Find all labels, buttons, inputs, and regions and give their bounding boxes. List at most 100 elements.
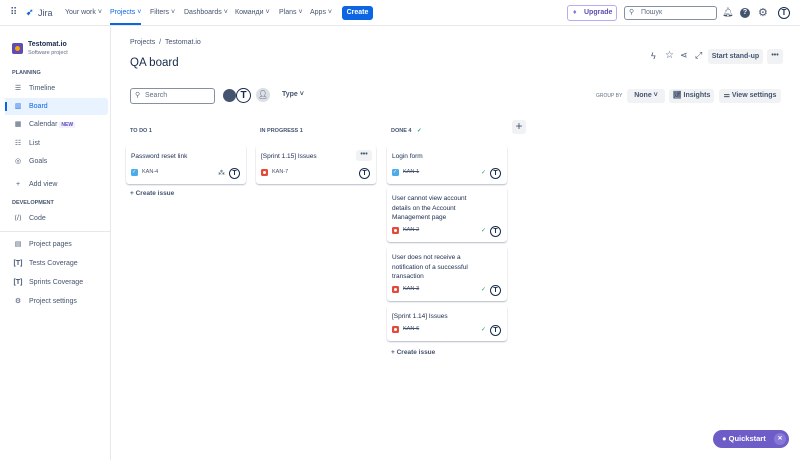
breadcrumb: Projects / Testomat.io xyxy=(130,39,201,46)
sidebar-item-goals[interactable]: ◎ Goals xyxy=(0,153,108,170)
jira-logo-icon[interactable]: ➹ xyxy=(26,7,34,17)
add-column-button[interactable]: + xyxy=(512,120,526,134)
automation-icon[interactable]: ϟ xyxy=(651,51,656,61)
column-header-todo: TO DO 1 xyxy=(130,128,152,134)
page-title: QA board xyxy=(130,57,179,69)
issue-key[interactable]: KAN-6 xyxy=(403,325,420,332)
insights-button[interactable]: 📈︎ Insights xyxy=(669,89,714,103)
column-header-done: DONE 4 ✓ xyxy=(391,128,422,134)
bug-icon xyxy=(261,168,268,176)
upgrade-button[interactable]: ♦ Upgrade xyxy=(567,5,617,21)
card-title: Password reset link xyxy=(131,153,188,160)
nav-projects[interactable]: Projects ˅ xyxy=(110,9,142,25)
sidebar-item-list[interactable]: ☷ List xyxy=(0,135,108,152)
sidebar-item-project-settings[interactable]: ⚙ Project settings xyxy=(0,293,108,310)
card-title: User does not receive a notification of … xyxy=(392,254,468,280)
goals-icon: ◎ xyxy=(14,158,22,165)
notifications-icon[interactable]: 🔔︎ xyxy=(722,7,734,17)
done-check-icon: ✓ xyxy=(480,227,486,234)
nav-apps[interactable]: Apps ˅ xyxy=(310,9,333,16)
star-icon[interactable]: ☆ xyxy=(665,50,674,61)
issue-key[interactable]: KAN-1 xyxy=(403,168,420,175)
done-check-icon: ✓ xyxy=(417,128,422,134)
sidebar-item-sprints-coverage[interactable]: [T] Sprints Coverage xyxy=(0,274,108,291)
list-icon: ☷ xyxy=(14,140,22,147)
sidebar-item-project-pages[interactable]: ▤ Project pages xyxy=(0,236,108,253)
search-icon: ⚲ xyxy=(629,9,635,16)
board-search-input[interactable]: ⚲ Search xyxy=(130,88,215,104)
jira-logo[interactable]: Jira xyxy=(38,8,53,18)
avatar-unassigned[interactable] xyxy=(222,88,237,103)
nav-plans[interactable]: Plans ˅ xyxy=(279,9,303,16)
bug-icon xyxy=(392,325,399,333)
user-avatar[interactable]: T xyxy=(778,7,790,19)
card-title: [Sprint 1.14] Issues xyxy=(392,313,448,320)
group-by-label: GROUP BY xyxy=(596,93,623,99)
share-icon[interactable]: ⋖ xyxy=(680,50,688,60)
sidebar-item-add-view[interactable]: + Add view xyxy=(0,176,108,193)
testomat-icon: [T] xyxy=(13,279,23,286)
start-standup-button[interactable]: Start stand-up xyxy=(708,49,763,64)
issue-key[interactable]: KAN-3 xyxy=(403,285,420,292)
card-kan-4[interactable]: Password reset link KAN-4 ⁂ T xyxy=(126,145,246,184)
assignee-avatar[interactable]: T xyxy=(490,325,501,336)
create-button[interactable]: Create xyxy=(342,6,373,20)
assignee-avatar[interactable]: T xyxy=(490,168,501,179)
gem-icon: ♦ xyxy=(573,9,577,16)
nav-filters[interactable]: Filters ˅ xyxy=(150,9,176,16)
breadcrumb-projects[interactable]: Projects xyxy=(130,39,156,46)
nav-dashboards[interactable]: Dashboards ˅ xyxy=(184,9,228,16)
sidebar-item-board[interactable]: ▥ Board xyxy=(5,98,108,115)
calendar-icon: ▦ xyxy=(14,121,22,128)
subtasks-icon: ⁂ xyxy=(218,169,225,177)
assignee-avatar[interactable]: T xyxy=(229,168,240,179)
create-issue-done[interactable]: + Create issue xyxy=(391,349,436,356)
card-more-button[interactable]: ••• xyxy=(356,150,372,161)
card-kan-7[interactable]: [Sprint 1.15] Issues ••• KAN-7 T xyxy=(256,145,376,184)
card-kan-3[interactable]: User does not receive a notification of … xyxy=(387,246,507,301)
create-issue-todo[interactable]: + Create issue xyxy=(130,190,175,197)
done-check-icon: ✓ xyxy=(480,169,486,176)
sidebar-item-timeline[interactable]: ☰ Timeline xyxy=(0,80,108,97)
card-title: [Sprint 1.15] Issues xyxy=(261,153,317,160)
issue-key[interactable]: KAN-2 xyxy=(403,226,420,233)
nav-teams[interactable]: Команди ˅ xyxy=(235,9,270,16)
assignee-avatar[interactable]: T xyxy=(359,168,370,179)
project-type: Software project xyxy=(28,50,68,56)
nav-your-work[interactable]: Your work ˅ xyxy=(65,9,102,16)
quickstart-button[interactable]: ● Quickstart ✕ xyxy=(713,430,789,448)
help-icon[interactable]: ? xyxy=(740,8,750,18)
more-actions-button[interactable]: ••• xyxy=(767,49,783,64)
search-icon: ⚲ xyxy=(135,92,141,99)
project-name[interactable]: Testomat.io xyxy=(28,41,67,48)
done-check-icon: ✓ xyxy=(480,326,486,333)
bug-icon xyxy=(392,226,399,234)
assignee-avatar[interactable]: T xyxy=(490,285,501,296)
card-title: Login form xyxy=(392,153,423,160)
issue-key[interactable]: KAN-7 xyxy=(272,168,289,175)
development-heading: DEVELOPMENT xyxy=(12,200,54,206)
sidebar-item-tests-coverage[interactable]: [T] Tests Coverage xyxy=(0,255,108,272)
sidebar-item-calendar[interactable]: ▦ Calendar NEW xyxy=(0,116,108,133)
add-people-icon[interactable]: 👤︎ xyxy=(256,88,270,102)
breadcrumb-project[interactable]: Testomat.io xyxy=(165,39,201,46)
close-icon[interactable]: ✕ xyxy=(774,433,786,445)
sidebar-item-code[interactable]: ⟨/⟩ Code xyxy=(0,210,108,227)
type-filter[interactable]: Type ˅ xyxy=(282,91,304,98)
card-kan-2[interactable]: User cannot view account details on the … xyxy=(387,187,507,242)
global-search-input[interactable]: ⚲ Пошук xyxy=(624,6,717,20)
avatar-user-t[interactable]: T xyxy=(236,88,251,103)
card-kan-1[interactable]: Login form KAN-1 ✓ T xyxy=(387,145,507,184)
group-by-select[interactable]: None ˅ xyxy=(627,89,665,103)
timeline-icon: ☰ xyxy=(14,85,22,92)
app-switcher-icon[interactable]: ⠿ xyxy=(10,7,18,18)
issue-key[interactable]: KAN-4 xyxy=(142,168,159,175)
fullscreen-icon[interactable]: ⤢ xyxy=(695,50,703,60)
card-kan-6[interactable]: [Sprint 1.14] Issues KAN-6 ✓ T xyxy=(387,305,507,341)
testomat-icon: [T] xyxy=(13,260,23,267)
sliders-icon: ⚌ xyxy=(723,92,730,99)
settings-icon[interactable]: ⚙ xyxy=(758,7,768,19)
board-icon: ▥ xyxy=(14,103,22,110)
view-settings-button[interactable]: ⚌ View settings xyxy=(719,89,781,103)
assignee-avatar[interactable]: T xyxy=(490,226,501,237)
